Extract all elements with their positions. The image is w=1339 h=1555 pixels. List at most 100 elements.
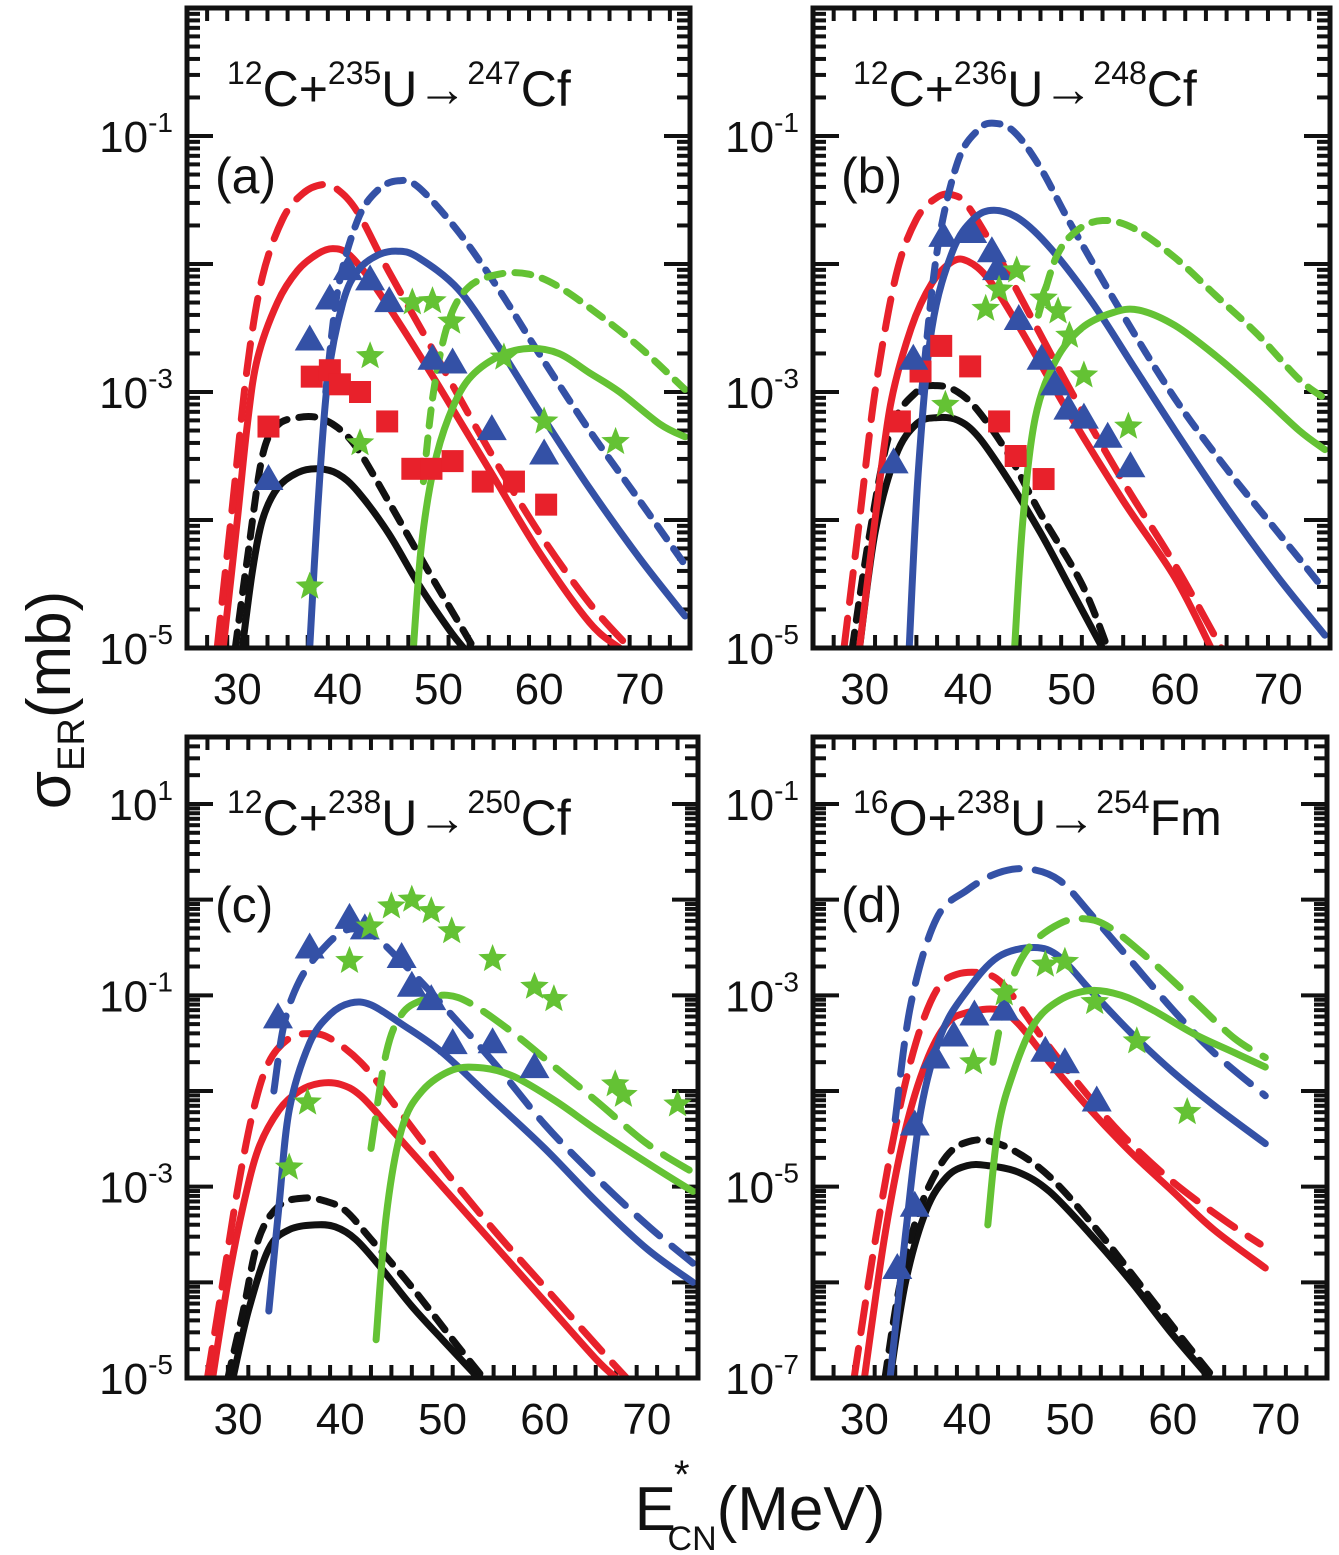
curve-green-dashed — [989, 915, 1269, 1066]
curve-red-dashed — [203, 1030, 630, 1378]
x-tick-label: 70 — [622, 1395, 671, 1444]
marker-square — [502, 470, 525, 493]
marker-star — [1080, 987, 1109, 1015]
marker-triangle — [476, 414, 507, 441]
reaction-symbol: C — [889, 61, 925, 117]
marker-triangle — [396, 970, 427, 997]
y-axis-symbol: σ — [15, 771, 84, 809]
marker-star — [1029, 283, 1058, 311]
svg-text:E*CN(MeV): E* CN(MeV) — [635, 1453, 886, 1555]
marker-square — [535, 493, 558, 516]
y-axis-unit: (mb) — [15, 591, 84, 718]
y-tick-base: 10 — [725, 113, 774, 162]
curve-green-dashed — [419, 269, 689, 486]
mass-number: 238 — [328, 784, 381, 820]
marker-square — [959, 355, 982, 378]
marker-star — [663, 1089, 692, 1117]
marker-triangle — [938, 1020, 969, 1047]
marker-star — [1031, 949, 1060, 977]
reaction-symbol: + — [928, 790, 957, 846]
marker-square — [1004, 445, 1027, 467]
curve-blue-solid — [265, 998, 697, 1315]
curve-red-solid — [856, 255, 1215, 648]
panel-c: 30 40 50 60 7010110-110-310-512C+238U→250Cf(… — [99, 734, 701, 1444]
marker-triangle — [1092, 421, 1123, 448]
y-tick-base: 10 — [725, 625, 774, 674]
mass-number: 12 — [227, 55, 263, 91]
marker-star — [377, 891, 406, 919]
y-tick-exponent: -1 — [774, 107, 799, 138]
y-tick-base: 10 — [99, 369, 148, 418]
marker-square — [376, 410, 399, 433]
marker-star — [1122, 1026, 1152, 1054]
reaction-symbol: + — [299, 61, 328, 117]
y-tick-label: 10-5 — [99, 619, 173, 674]
y-tick-exponent: -1 — [774, 775, 799, 806]
marker-triangle — [959, 999, 990, 1026]
curves — [850, 865, 1269, 1378]
markers — [878, 217, 1146, 491]
marker-square — [420, 457, 443, 480]
marker-triangle — [1030, 1035, 1061, 1062]
curve-red-solid — [209, 1079, 620, 1378]
marker-square — [328, 373, 351, 396]
mass-number: 12 — [227, 784, 263, 820]
marker-square — [1032, 468, 1055, 491]
marker-star — [355, 911, 385, 939]
y-tick-exponent: -3 — [148, 363, 173, 394]
reaction-symbol: → — [417, 790, 467, 846]
x-tick-label: 40 — [313, 665, 362, 714]
marker-star — [335, 945, 364, 973]
marker-square — [441, 450, 464, 473]
curve-red-solid — [219, 245, 624, 648]
curve-red-dashed — [213, 180, 634, 648]
x-tick-label: 30 — [840, 665, 889, 714]
x-tick-label: 60 — [515, 665, 564, 714]
y-tick-base: 10 — [725, 369, 774, 418]
x-tick-label: 40 — [316, 1395, 365, 1444]
reaction-symbol: → — [417, 61, 467, 117]
marker-triangle — [262, 1002, 293, 1029]
reaction-symbol: + — [299, 790, 328, 846]
reaction-symbol: C — [263, 61, 299, 117]
plot-frame — [184, 5, 693, 651]
marker-triangle — [982, 254, 1013, 281]
marker-triangle — [477, 1027, 508, 1054]
y-tick-exponent: -5 — [774, 619, 799, 650]
y-tick-base: 10 — [725, 972, 774, 1021]
marker-star — [345, 428, 375, 456]
marker-square — [349, 381, 372, 403]
y-tick-label: 10-3 — [725, 363, 799, 418]
y-tick-exponent: -7 — [774, 1349, 799, 1380]
x-tick-label: 30 — [840, 1395, 889, 1444]
y-tick-base: 10 — [725, 1164, 774, 1213]
panel-reaction-title: 12C+235U→247Cf — [227, 55, 571, 117]
y-tick-exponent: -1 — [148, 107, 173, 138]
panel-reaction-title: 12C+236U→248Cf — [853, 55, 1197, 117]
y-tick-label: 10-5 — [725, 1158, 799, 1213]
marker-star — [601, 426, 630, 455]
marker-triangle — [1115, 451, 1146, 478]
marker-triangle — [882, 1252, 913, 1279]
marker-triangle — [920, 1042, 951, 1069]
y-tick-label: 10-1 — [99, 107, 173, 162]
reaction-symbol: U — [381, 61, 417, 117]
y-tick-label: 10-7 — [725, 1349, 799, 1404]
marker-star — [489, 342, 519, 370]
x-tick-label: 30 — [214, 1395, 263, 1444]
svg-text:σER(mb): σER(mb) — [15, 591, 93, 809]
marker-triangle — [989, 994, 1020, 1021]
mass-number: 12 — [853, 55, 889, 91]
marker-triangle — [416, 984, 447, 1011]
mass-number: 248 — [1093, 55, 1146, 91]
x-tick-label: 70 — [1251, 1395, 1300, 1444]
marker-star — [437, 916, 466, 944]
y-tick-base: 10 — [99, 972, 148, 1021]
marker-square — [888, 410, 911, 433]
x-axis-unit: (MeV) — [717, 1475, 886, 1544]
x-tick-label: 50 — [1046, 1395, 1095, 1444]
marker-star — [539, 984, 569, 1012]
marker-triangle — [878, 447, 909, 474]
